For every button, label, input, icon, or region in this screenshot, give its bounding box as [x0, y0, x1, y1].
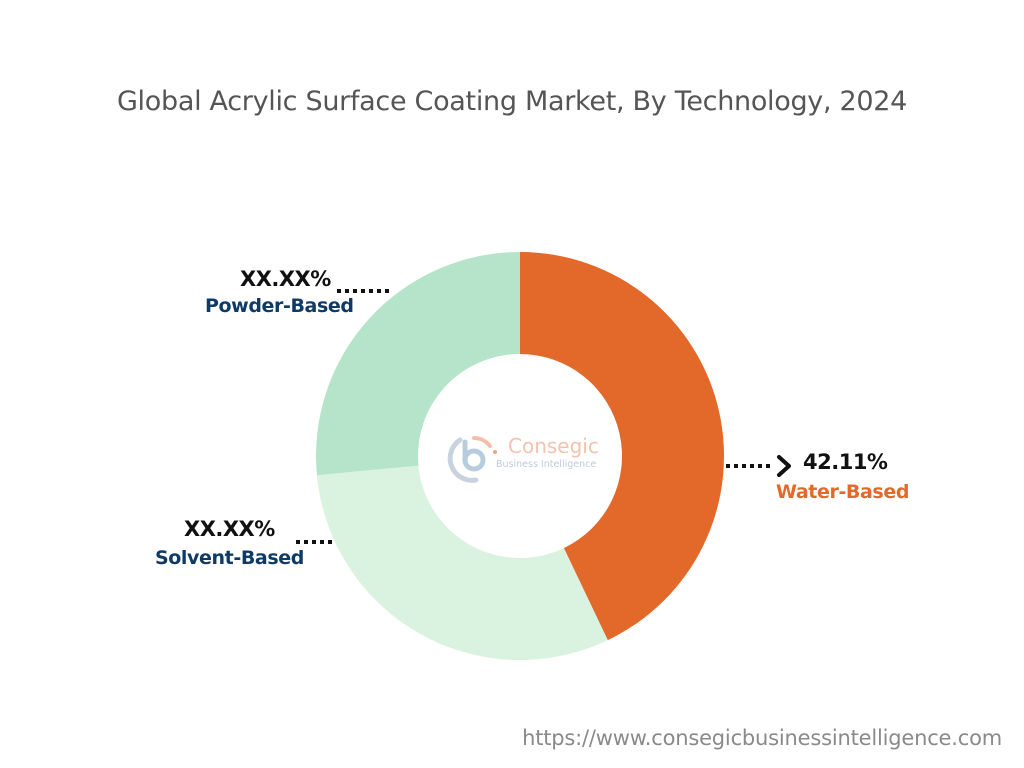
slice-water-based — [520, 252, 725, 641]
chart-title: Global Acrylic Surface Coating Market, B… — [116, 86, 908, 117]
powder-label: Powder-Based — [205, 295, 354, 317]
leader-arrow-water — [726, 455, 791, 477]
brand-tagline: Business Intelligence — [496, 459, 597, 470]
logo-icon — [447, 436, 497, 483]
solvent-label: Solvent-Based — [155, 547, 304, 569]
source-url[interactable]: https://www.consegicbusinessintelligence… — [522, 726, 1002, 750]
water-label: Water-Based — [776, 481, 910, 503]
donut-slices — [316, 252, 725, 660]
solvent-percent: XX.XX% — [184, 517, 275, 541]
powder-percent: XX.XX% — [240, 267, 331, 291]
water-percent: 42.11% — [803, 450, 888, 474]
slice-powder-based — [316, 252, 520, 476]
brand-name: Consegic — [508, 434, 599, 458]
brand-watermark: Consegic Business Intelligence — [446, 428, 616, 484]
leader-line-solvent — [296, 540, 332, 544]
leader-line-powder — [337, 289, 389, 293]
slice-solvent-based — [316, 465, 608, 660]
